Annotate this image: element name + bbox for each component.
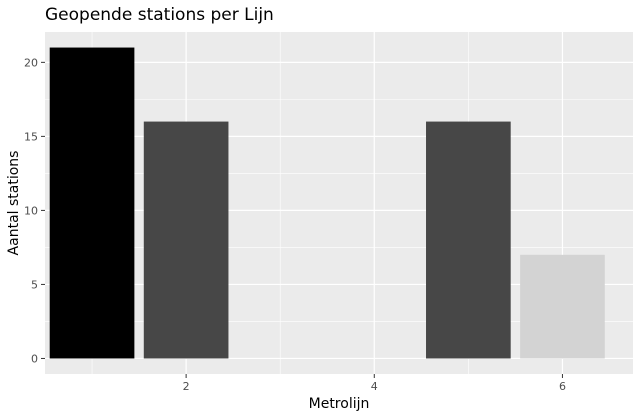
y-tick-label: 15 xyxy=(24,130,38,143)
y-tick-label: 5 xyxy=(31,278,38,291)
x-tick-label: 6 xyxy=(559,380,566,393)
x-axis: 2 4 6 xyxy=(183,374,566,393)
x-tick-label: 4 xyxy=(371,380,378,393)
y-axis-label: Aantal stations xyxy=(6,151,22,256)
bars xyxy=(49,47,605,359)
chart-title: Geopende stations per Lijn xyxy=(45,5,274,25)
y-tick-label: 10 xyxy=(24,204,38,217)
bar-metrolijn-2 xyxy=(143,121,229,359)
bar-metrolijn-1 xyxy=(49,47,135,359)
y-axis: 0 5 10 15 20 xyxy=(24,56,45,365)
x-axis-label: Metrolijn xyxy=(309,396,370,412)
bar-metrolijn-5 xyxy=(426,121,511,359)
y-tick-label: 20 xyxy=(24,56,38,69)
bar-metrolijn-6 xyxy=(520,254,605,359)
x-tick-label: 2 xyxy=(183,380,190,393)
y-tick-label: 0 xyxy=(31,352,38,365)
major-gridlines xyxy=(45,32,633,374)
